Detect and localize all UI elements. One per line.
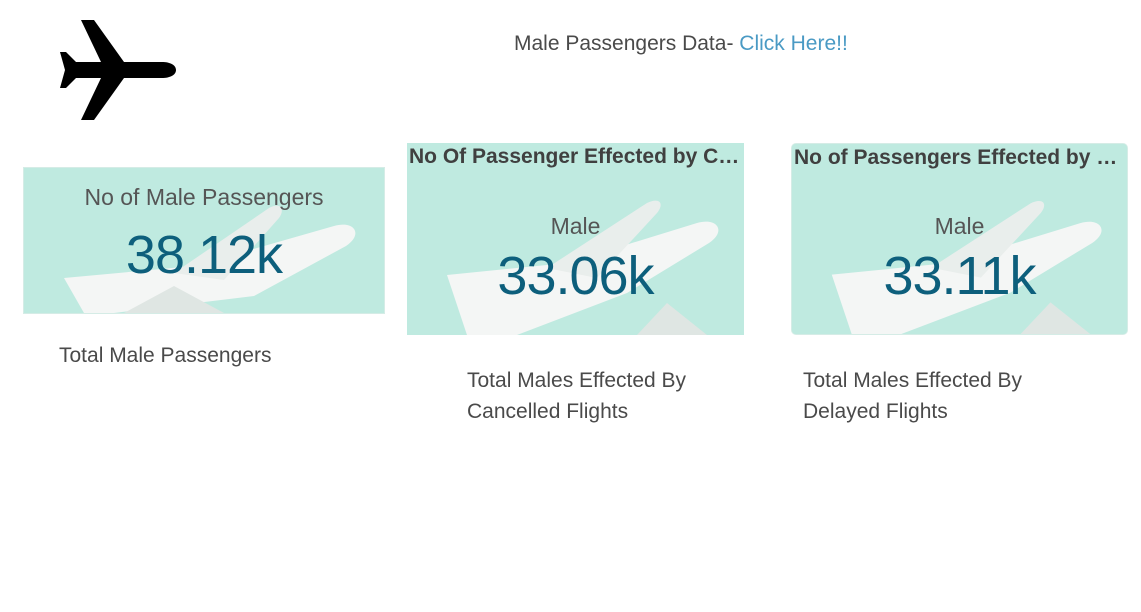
card-title: No Of Passenger Effected by Cancelled Fl… (409, 145, 744, 168)
airplane-background-image (24, 168, 384, 313)
card-caption: Total Males Effected By Cancelled Flight… (467, 365, 686, 427)
card-subtitle: Male (934, 213, 985, 239)
click-here-link[interactable]: Click Here!! (739, 32, 848, 55)
card-value: 38.12k (125, 225, 283, 285)
airplane-background-image (407, 143, 744, 335)
airplane-icon (60, 20, 176, 120)
card-subtitle: Male (550, 213, 601, 239)
airplane-background-image (792, 144, 1127, 334)
card-value: 33.11k (883, 246, 1036, 306)
caption-line: Total Males Effected By (803, 369, 1023, 392)
card-delayed-flights[interactable]: No of Passengers Effected by Delayed Fli… (791, 143, 1128, 335)
card-cancelled-flights[interactable]: No Of Passenger Effected by Cancelled Fl… (407, 143, 744, 335)
card-male-passengers[interactable]: No of Male Passengers 38.12k (23, 167, 385, 314)
header-text: Male Passengers Data- Click Here!! (514, 32, 848, 56)
card-value: 33.06k (497, 246, 654, 306)
card-title: No of Male Passengers (84, 184, 324, 210)
caption-line: Cancelled Flights (467, 400, 629, 423)
caption-line: Delayed Flights (803, 400, 948, 423)
card-caption: Total Male Passengers (59, 344, 272, 367)
caption-line: Total Males Effected By (467, 369, 687, 392)
header-prefix: Male Passengers Data- (514, 32, 740, 55)
card-title: No of Passengers Effected by Delayed Fli… (794, 146, 1127, 169)
card-caption: Total Males Effected By Delayed Flights (803, 365, 1022, 427)
